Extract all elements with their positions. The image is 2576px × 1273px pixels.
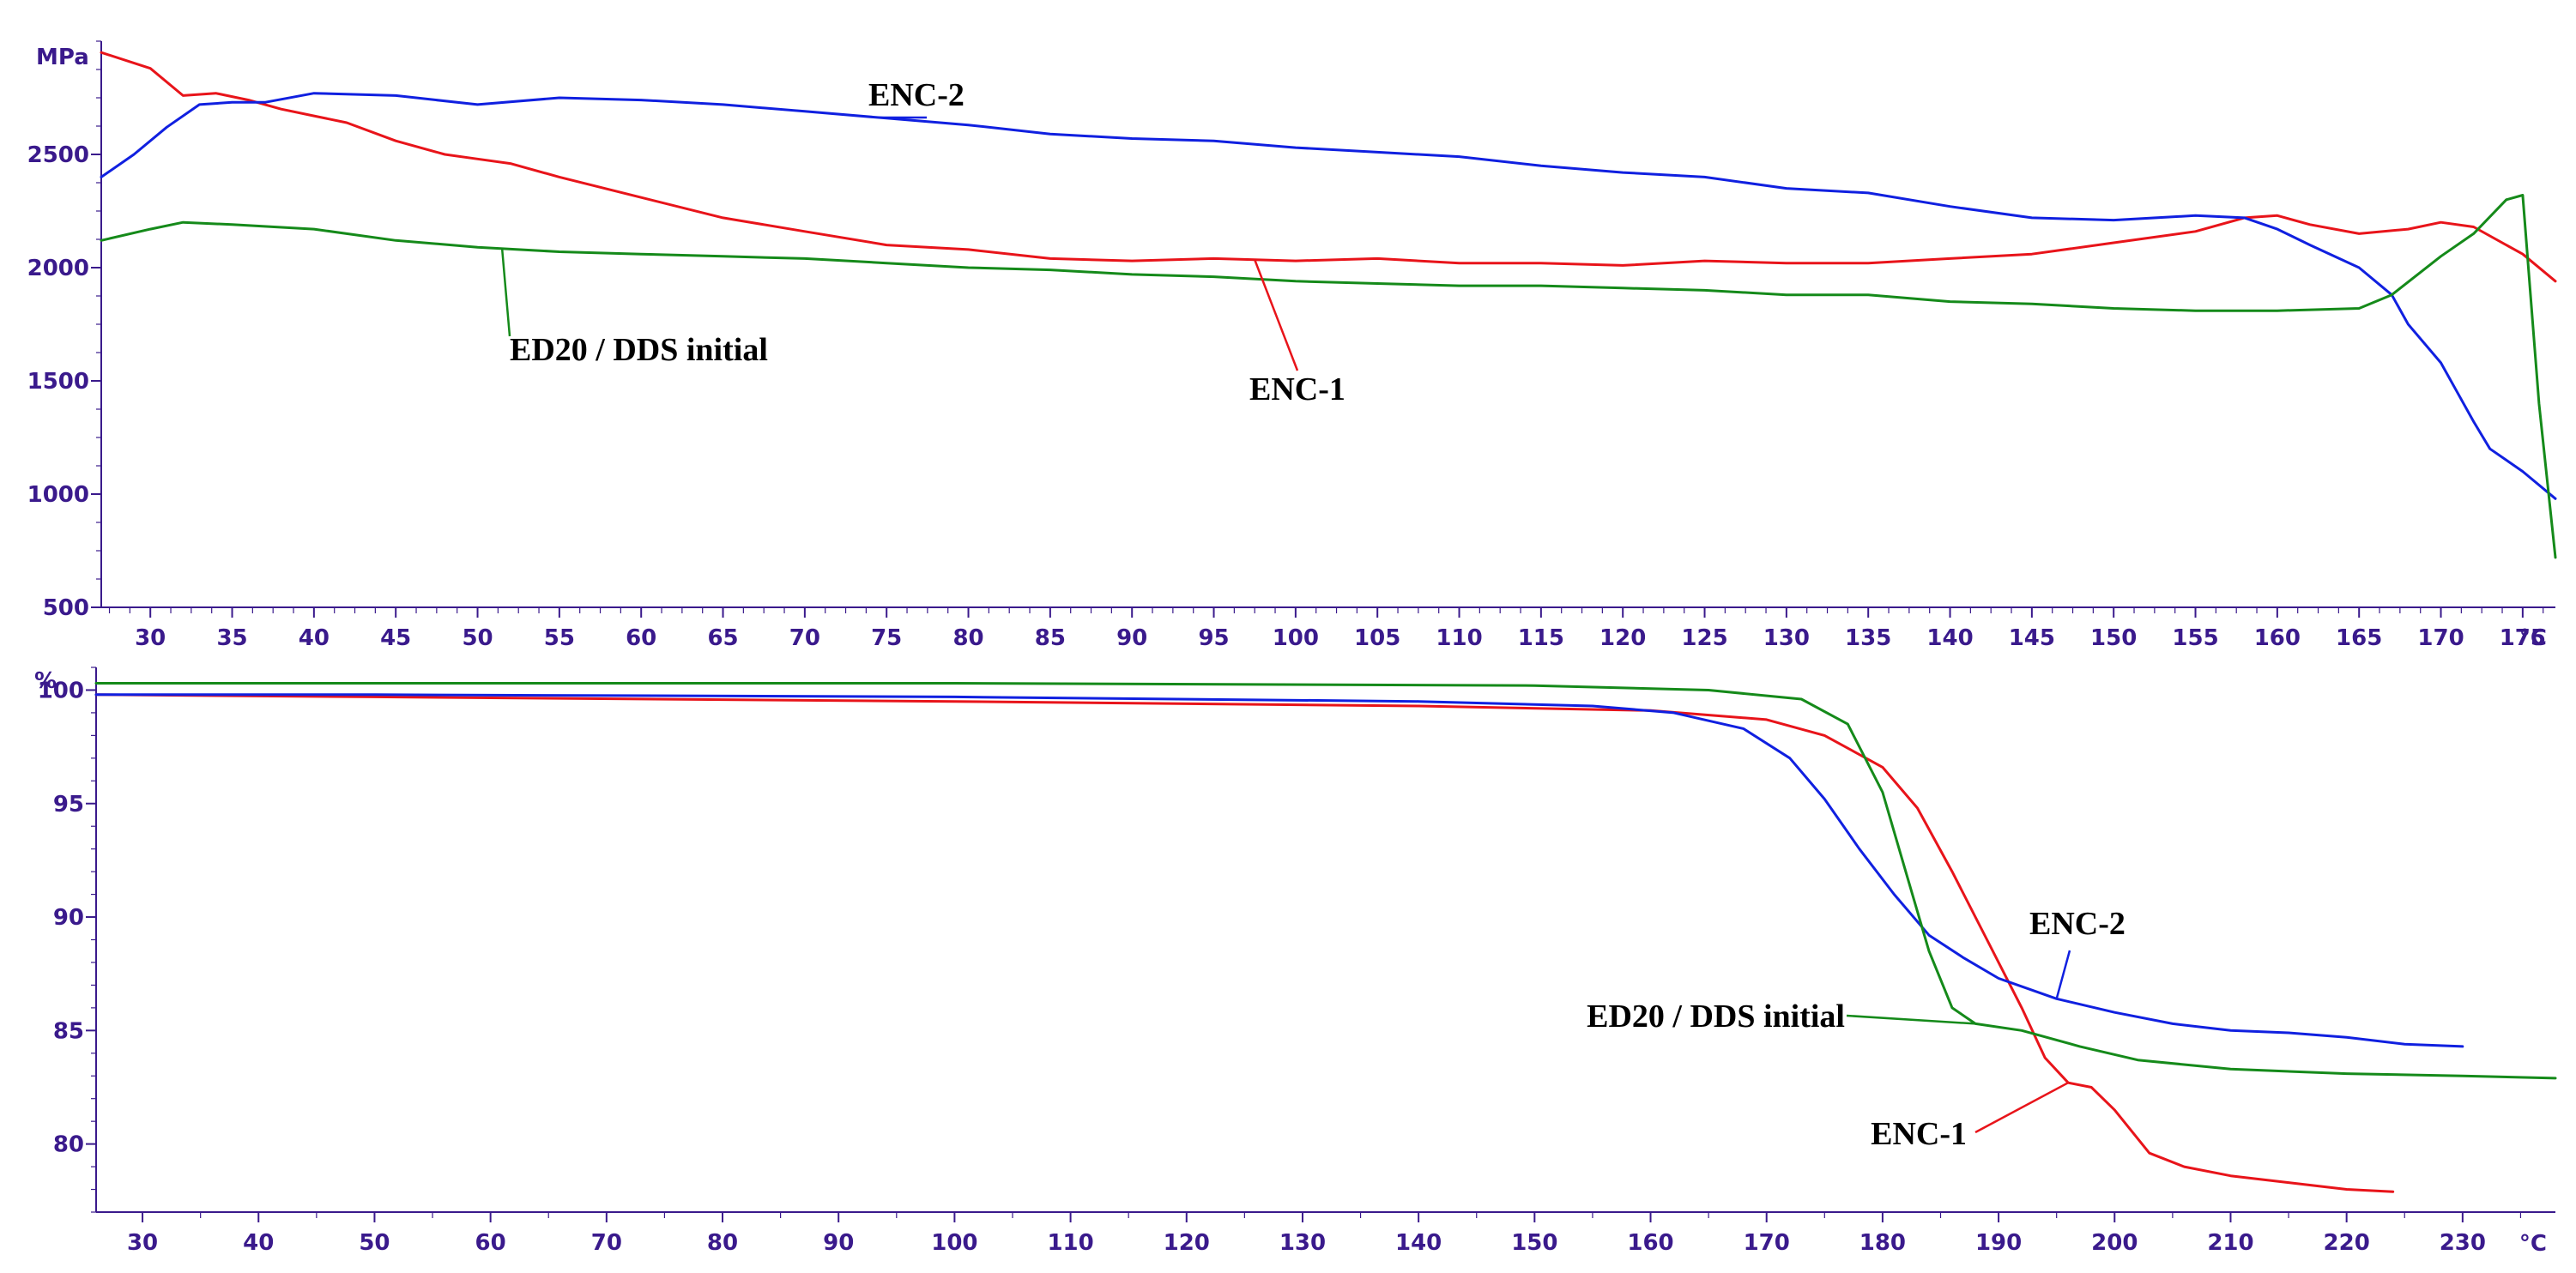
top-x-tick-label: 125 bbox=[1681, 625, 1727, 651]
top-x-tick-label: 105 bbox=[1354, 625, 1400, 651]
bottom-series-ed20-dds-initial bbox=[94, 682, 2557, 1080]
top-x-tick-label: 135 bbox=[1845, 625, 1891, 651]
top-y-tick-label: 2500 bbox=[27, 142, 89, 168]
top-x-tick-label: 110 bbox=[1436, 625, 1482, 651]
top-series-enc-1 bbox=[100, 51, 2557, 283]
top-x-tick-label: 175 bbox=[2500, 625, 2546, 651]
bottom-x-tick-label: 120 bbox=[1164, 1230, 1210, 1256]
top-x-tick-label: 35 bbox=[216, 625, 247, 651]
top-x-tick-label: 160 bbox=[2254, 625, 2301, 651]
top-x-tick-label: 50 bbox=[462, 625, 493, 651]
top-x-tick-label: 65 bbox=[707, 625, 738, 651]
top-x-tick-label: 75 bbox=[871, 625, 902, 651]
bottom-x-tick-label: 80 bbox=[707, 1230, 738, 1256]
top-leader-enc-1 bbox=[1254, 259, 1299, 371]
top-series-enc-2 bbox=[100, 92, 2557, 500]
top-x-tick-label: 60 bbox=[626, 625, 656, 651]
bottom-series-enc-1 bbox=[94, 693, 2395, 1193]
bottom-x-tick-label: 70 bbox=[591, 1230, 622, 1256]
top-y-tick-label: 1500 bbox=[27, 369, 89, 395]
top-x-tick-label: 40 bbox=[299, 625, 330, 651]
mass-loss-chart: 80 85 90 95 100 30 40 50 60 70 80 90 100 110 120 130 140… bbox=[34, 667, 2557, 1257]
top-x-tick-label: 155 bbox=[2172, 625, 2218, 651]
top-x-tick-label: 70 bbox=[789, 625, 820, 651]
top-x-tick-label: 30 bbox=[135, 625, 166, 651]
top-x-tick-label: 130 bbox=[1763, 625, 1810, 651]
top-x-tick-label: 95 bbox=[1198, 625, 1229, 651]
top-x-tick-label: 55 bbox=[544, 625, 575, 651]
top-annotation-enc-1: ENC-1 bbox=[1249, 371, 1345, 407]
top-leader-ed20-dds-initial bbox=[500, 248, 511, 337]
top-x-tick-label: 140 bbox=[1926, 625, 1973, 651]
bottom-x-tick-label: 150 bbox=[1511, 1230, 1557, 1256]
top-x-tick-label: 90 bbox=[1116, 625, 1147, 651]
bottom-x-tick-label: 40 bbox=[243, 1230, 274, 1256]
bottom-y-tick-label: 100 bbox=[38, 678, 84, 703]
bottom-annotation-ed20-dds-initial: ED20 / DDS initial bbox=[1587, 998, 1845, 1035]
bottom-leader-enc-1 bbox=[1974, 1082, 2069, 1134]
top-x-unit-label: °C bbox=[2519, 625, 2547, 651]
bottom-y-unit-label: % bbox=[34, 668, 57, 694]
bottom-x-tick-label: 30 bbox=[127, 1230, 158, 1256]
bottom-leader-enc-2 bbox=[2055, 950, 2071, 999]
bottom-x-tick-label: 140 bbox=[1395, 1230, 1442, 1256]
bottom-x-tick-label: 190 bbox=[1975, 1230, 2022, 1256]
bottom-x-tick-label: 110 bbox=[1047, 1230, 1093, 1256]
bottom-x-tick-label: 170 bbox=[1744, 1230, 1790, 1256]
bottom-x-unit-label: °C bbox=[2519, 1231, 2547, 1257]
top-y-unit-label: MPa bbox=[36, 45, 89, 70]
bottom-x-tick-label: 180 bbox=[1859, 1230, 1906, 1256]
bottom-x-tick-label: 210 bbox=[2207, 1230, 2253, 1256]
bottom-x-tick-label: 130 bbox=[1279, 1230, 1326, 1256]
bottom-x-tick-label: 160 bbox=[1627, 1230, 1673, 1256]
top-x-tick-label: 45 bbox=[380, 625, 411, 651]
top-x-tick-label: 145 bbox=[2009, 625, 2055, 651]
bottom-y-tick-label: 95 bbox=[53, 792, 84, 817]
top-y-tick-label: 2000 bbox=[27, 256, 89, 281]
bottom-x-tick-label: 230 bbox=[2440, 1230, 2486, 1256]
top-series-ed20-dds-initial bbox=[100, 194, 2557, 559]
top-x-tick-label: 120 bbox=[1599, 625, 1646, 651]
bottom-y-tick-label: 90 bbox=[53, 905, 84, 931]
top-y-tick-label: 500 bbox=[43, 595, 89, 621]
bottom-leader-ed20-dds-initial bbox=[1846, 1014, 1976, 1025]
top-x-tick-label: 85 bbox=[1035, 625, 1066, 651]
top-x-tick-label: 100 bbox=[1273, 625, 1319, 651]
bottom-annotation-enc-2: ENC-2 bbox=[2029, 906, 2126, 942]
top-x-tick-label: 165 bbox=[2336, 625, 2382, 651]
top-x-tick-label: 115 bbox=[1518, 625, 1564, 651]
bottom-annotation-enc-1: ENC-1 bbox=[1871, 1116, 1967, 1152]
top-x-tick-label: 150 bbox=[2090, 625, 2137, 651]
bottom-x-tick-label: 60 bbox=[475, 1230, 506, 1256]
bottom-x-tick-label: 50 bbox=[359, 1230, 390, 1256]
top-x-tick-label: 170 bbox=[2417, 625, 2464, 651]
bottom-x-tick-label: 90 bbox=[823, 1230, 854, 1256]
top-y-tick-label: 1000 bbox=[27, 482, 89, 508]
storage-modulus-chart: 500 1000 1500 2000 2500 30 35 40 45 50 55 60 65 70 75 8… bbox=[27, 40, 2557, 651]
top-annotation-enc-2: ENC-2 bbox=[868, 77, 964, 113]
top-x-tick-label: 80 bbox=[952, 625, 983, 651]
bottom-series-enc-2 bbox=[94, 693, 2464, 1048]
bottom-x-tick-label: 200 bbox=[2091, 1230, 2138, 1256]
top-annotation-ed20-dds-initial: ED20 / DDS initial bbox=[510, 332, 768, 368]
bottom-y-tick-label: 85 bbox=[53, 1018, 84, 1044]
bottom-x-tick-label: 100 bbox=[931, 1230, 977, 1256]
bottom-x-tick-label: 220 bbox=[2324, 1230, 2370, 1256]
bottom-y-tick-label: 80 bbox=[53, 1132, 84, 1158]
